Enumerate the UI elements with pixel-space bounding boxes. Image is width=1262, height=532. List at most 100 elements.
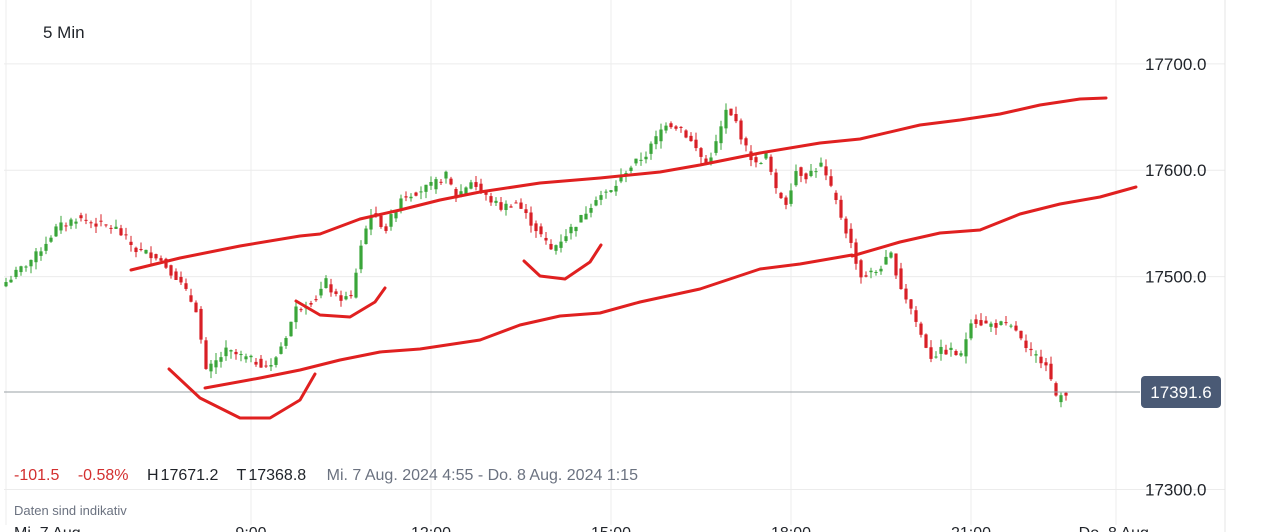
candle-body: [934, 356, 938, 358]
candle-body: [249, 355, 253, 358]
candle-body: [779, 192, 783, 199]
candle-body: [84, 219, 88, 221]
candle: [434, 176, 438, 194]
high-value: H 17671.2: [146, 467, 219, 484]
stats-bar: -101.5 -0.58% H 17671.2 T 17368.8 Mi. 7 Au…: [14, 467, 652, 485]
candle: [144, 249, 148, 255]
candle-body: [1044, 362, 1048, 366]
candle: [614, 180, 618, 196]
candle-body: [474, 182, 478, 187]
candle-body: [799, 167, 803, 176]
candle-body: [334, 291, 338, 294]
candle: [299, 307, 303, 313]
candle: [874, 270, 878, 276]
candle: [1019, 330, 1023, 341]
candle-body: [869, 270, 873, 273]
candle: [774, 168, 778, 194]
candle: [1034, 350, 1038, 363]
candle-body: [259, 358, 263, 368]
candle-body: [544, 237, 548, 241]
candle: [404, 191, 408, 202]
candle: [444, 170, 448, 184]
candle: [449, 176, 453, 186]
last-price-marker: 17391.6: [1141, 375, 1221, 408]
candle: [744, 136, 748, 152]
candle: [679, 126, 683, 133]
candle-body: [239, 354, 243, 356]
candle-body: [954, 350, 958, 356]
candle-body: [114, 226, 118, 229]
candle: [769, 154, 773, 176]
candle-body: [734, 113, 738, 122]
candle-body: [564, 236, 568, 242]
candle: [184, 278, 188, 291]
candle-body: [699, 148, 703, 157]
candle: [109, 224, 113, 234]
candle-body: [819, 162, 823, 167]
candle-body: [124, 234, 128, 236]
candle: [814, 168, 818, 178]
candle-body: [559, 241, 563, 248]
candle: [34, 248, 38, 270]
candle-body: [924, 334, 928, 348]
x-tick-label: 18:00: [771, 525, 811, 532]
candle: [1029, 342, 1033, 357]
candle-body: [319, 288, 323, 296]
candle: [274, 356, 278, 368]
x-tick-label: 15:00: [591, 525, 631, 532]
candle-body: [539, 226, 543, 235]
candle: [969, 319, 973, 341]
candle-body: [524, 209, 528, 214]
candle-body: [614, 185, 618, 192]
candle-body: [174, 271, 178, 280]
candle: [979, 313, 983, 327]
candle: [239, 350, 243, 362]
candle-body: [194, 302, 198, 313]
candle-body: [109, 227, 113, 229]
candle: [149, 246, 153, 265]
candle-body: [129, 241, 133, 245]
candle: [84, 213, 88, 225]
candle-body: [119, 228, 123, 236]
candle-body: [224, 347, 228, 357]
candle: [369, 208, 373, 236]
candle-body: [404, 196, 408, 198]
candle: [44, 236, 48, 255]
candle-body: [104, 224, 108, 226]
candle-body: [824, 166, 828, 176]
x-tick-label: Do. 8 Aug.: [1079, 525, 1154, 532]
candle-body: [659, 129, 663, 142]
candle: [989, 321, 993, 332]
candle: [509, 204, 513, 208]
candle-body: [914, 310, 918, 322]
candle-body: [554, 245, 558, 251]
y-axis: 17700.0 17600.0 17500.0 17300.0: [1145, 55, 1206, 500]
candle: [164, 257, 168, 269]
candle: [29, 259, 33, 274]
x-tick-label: 9:00: [235, 525, 266, 532]
candle: [359, 240, 363, 274]
candle-body: [374, 213, 378, 215]
candle: [59, 215, 63, 234]
candle-body: [1019, 330, 1023, 339]
candle-body: [919, 323, 923, 335]
interval-label[interactable]: 5 Min: [43, 23, 85, 42]
candle: [269, 358, 273, 372]
candle-body: [9, 279, 13, 283]
candle: [539, 223, 543, 238]
candle-body: [419, 191, 423, 193]
candle-body: [369, 215, 373, 230]
candle: [384, 223, 388, 234]
candle: [1024, 334, 1028, 353]
candle: [364, 225, 368, 245]
candle: [439, 179, 443, 186]
candle: [829, 169, 833, 188]
candle-body: [64, 225, 68, 227]
candle-body: [679, 126, 683, 128]
candle-body: [964, 339, 968, 357]
candle-body: [159, 258, 163, 261]
candle-body: [449, 178, 453, 185]
candle-body: [394, 211, 398, 219]
candle: [124, 227, 128, 240]
